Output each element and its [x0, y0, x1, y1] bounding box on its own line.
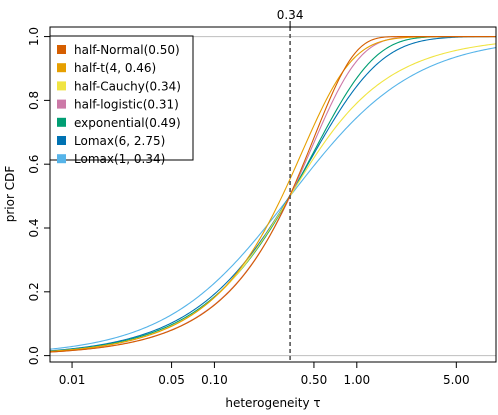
- legend-label: half-t(4, 0.46): [74, 61, 156, 75]
- series-line: [49, 47, 497, 350]
- x-tick-label: 5.00: [443, 373, 470, 387]
- y-tick-label: 0.4: [27, 218, 41, 237]
- x-tick-label: 1.00: [343, 373, 370, 387]
- y-tick-label: 0.8: [27, 91, 41, 110]
- legend-box: [49, 35, 194, 161]
- legend-label: Lomax(6, 2.75): [74, 134, 165, 148]
- legend-label: Lomax(1, 0.34): [74, 152, 165, 166]
- plot-frame: [49, 26, 497, 363]
- y-tick-label: 0.6: [27, 155, 41, 174]
- legend-swatch: [57, 99, 66, 109]
- x-tick-label: 0.01: [59, 373, 86, 387]
- y-axis: 0.0 0.2 0.4 0.6 0.8 1.0: [27, 27, 50, 365]
- legend-swatch: [57, 117, 66, 127]
- median-label: 0.34: [277, 8, 304, 22]
- x-tick-label: 0.05: [158, 373, 185, 387]
- x-tick-label: 0.10: [201, 373, 228, 387]
- series-line: [49, 36, 496, 352]
- series-line: [49, 36, 496, 353]
- legend-swatch: [57, 45, 66, 54]
- y-axis-label: prior CDF: [3, 166, 17, 223]
- legend-label: half-Cauchy(0.34): [74, 79, 181, 93]
- legend-swatch: [57, 136, 66, 145]
- x-axis: 0.01 0.05 0.10 0.50 1.00 5.00: [59, 362, 470, 387]
- y-tick-label: 0.2: [27, 282, 41, 301]
- y-tick-label: 1.0: [27, 27, 41, 46]
- y-tick-label: 0.0: [27, 346, 41, 365]
- x-axis-label: heterogeneity τ: [225, 396, 320, 410]
- legend-label: half-logistic(0.31): [74, 98, 179, 112]
- legend-swatch: [57, 63, 66, 73]
- legend-swatch: [57, 81, 66, 91]
- median-marker: 0.34: [277, 8, 304, 362]
- legend-swatch: [57, 154, 66, 164]
- legend: half-Normal(0.50) half-t(4, 0.46) half-Cau…: [49, 35, 194, 166]
- cdf-series: [49, 36, 497, 353]
- x-tick-label: 0.50: [301, 373, 328, 387]
- legend-label: half-Normal(0.50): [74, 43, 180, 57]
- legend-label: exponential(0.49): [74, 116, 181, 130]
